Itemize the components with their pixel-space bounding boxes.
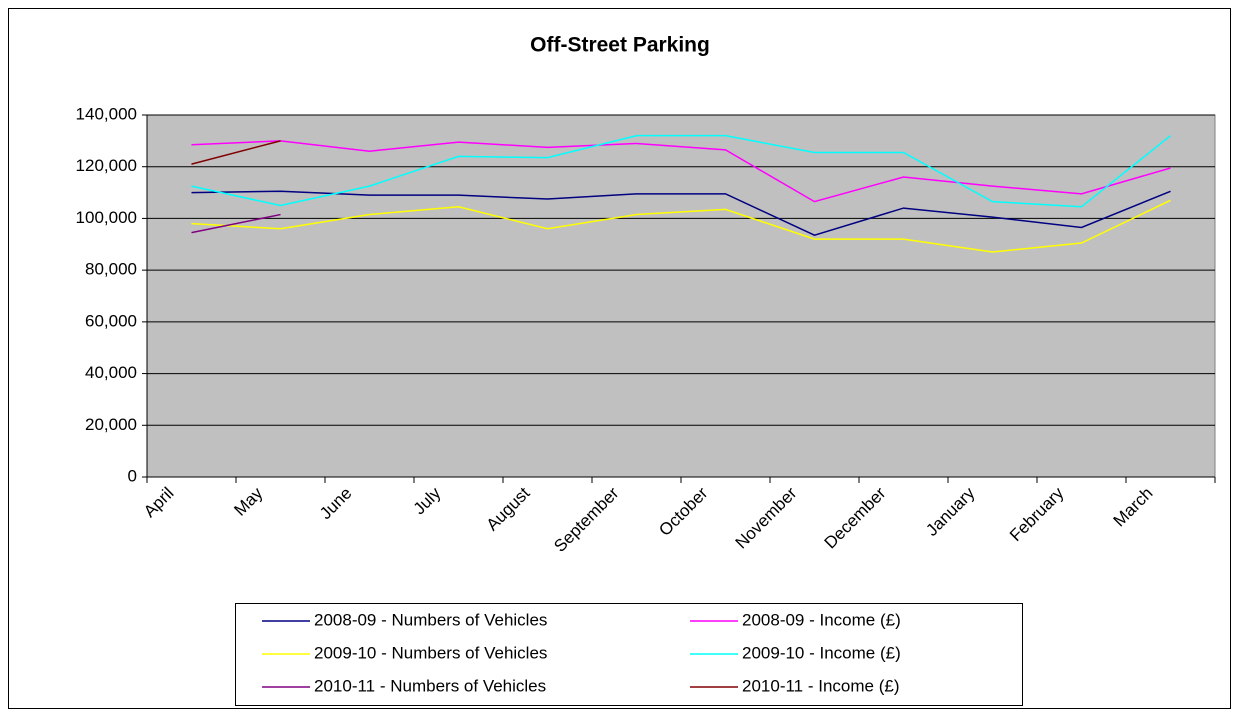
y-tick-label: 20,000 [85, 415, 137, 434]
y-tick-label: 120,000 [76, 156, 137, 175]
legend-label: 2010-11 - Income (£) [742, 676, 899, 695]
y-tick-label: 0 [128, 466, 137, 485]
y-tick-label: 80,000 [85, 260, 137, 279]
series-line [191, 190, 1171, 237]
series-line [191, 140, 281, 165]
y-tick-label: 40,000 [85, 363, 137, 382]
chart-title: Off-Street Parking [530, 34, 710, 57]
series-line [191, 140, 1171, 203]
legend-label: 2009-10 - Income (£) [742, 643, 901, 662]
plot-area [146, 114, 1216, 478]
legend-label: 2009-10 - Numbers of Vehicles [314, 643, 547, 662]
legend-label: 2008-09 - Income (£) [742, 610, 901, 629]
series-line [191, 134, 1171, 208]
y-tick-label: 60,000 [85, 311, 137, 330]
series-line [191, 213, 281, 234]
legend-label: 2008-09 - Numbers of Vehicles [314, 610, 547, 629]
y-tick-label: 100,000 [76, 208, 137, 227]
series-line [191, 199, 1171, 253]
y-tick-label: 140,000 [76, 104, 137, 123]
legend-label: 2010-11 - Numbers of Vehicles [314, 676, 546, 695]
legend-box [235, 603, 1023, 706]
